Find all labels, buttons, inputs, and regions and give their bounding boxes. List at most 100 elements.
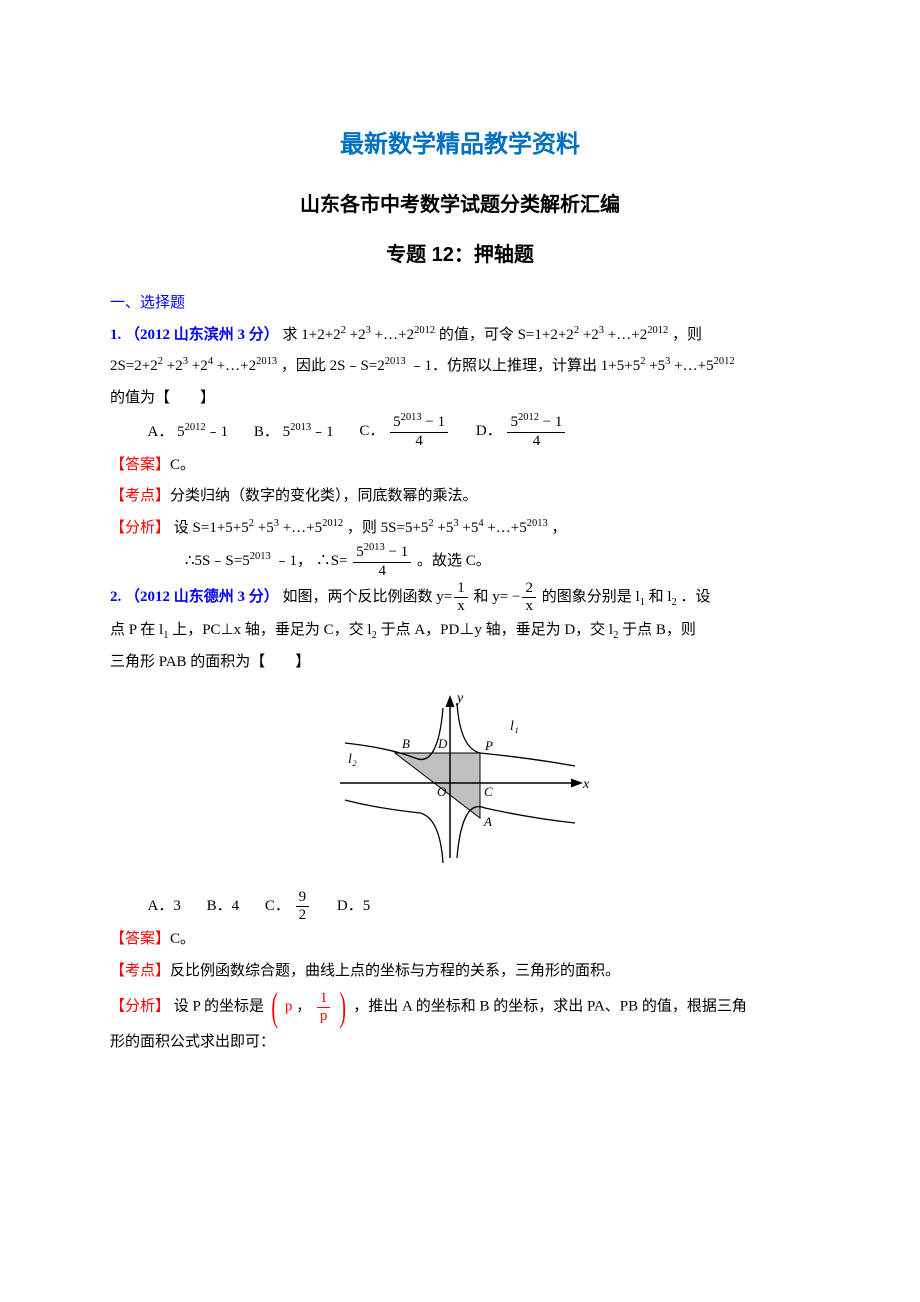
exp: 2013	[385, 356, 406, 367]
q1-src: （2012 山东滨州 3 分）	[125, 327, 279, 343]
text: − 1	[539, 414, 562, 430]
text: − 1	[422, 414, 445, 430]
exp: 3	[599, 325, 604, 336]
exp: 3	[183, 356, 188, 367]
text: +…+2	[608, 327, 647, 343]
text: ﹣1	[206, 424, 229, 440]
exp: 2013	[527, 518, 548, 529]
exp: 2	[341, 325, 346, 336]
q1-topic: 【考点】分类归纳（数字的变化类），同底数幂的乘法。	[110, 481, 810, 513]
label-x: x	[582, 777, 590, 792]
q2-opt-c: C． 9 2	[265, 889, 311, 925]
text: 5	[393, 414, 401, 430]
q1-num: 1.	[110, 327, 121, 343]
text: 5	[283, 424, 291, 440]
text: +2	[350, 327, 366, 343]
exp: 2	[249, 518, 254, 529]
label-P: P	[484, 738, 493, 753]
exp: 4	[208, 356, 213, 367]
text: ﹣1．仿照以上推理，计算出 1+5+5	[410, 358, 641, 374]
text: 2S=2+2	[110, 358, 158, 374]
exp: 2013	[290, 422, 311, 433]
answer-text: C。	[170, 457, 195, 473]
opt-label: A．	[148, 898, 174, 914]
label-D: D	[437, 736, 448, 751]
text: ∴5S﹣S=5	[185, 554, 250, 570]
text: ，因此 2S﹣S=2	[281, 358, 385, 374]
text: 。故选 C。	[417, 554, 491, 570]
opt-label: C．	[359, 424, 384, 440]
text: y=	[436, 589, 452, 605]
title-main: 最新数学精品教学资料	[110, 120, 810, 170]
fraction: 52013 − 1 4	[390, 414, 448, 450]
opt-label: A．	[148, 424, 174, 440]
label-y: y	[455, 691, 464, 706]
q2-opt-a: A．3	[148, 891, 181, 923]
text: 上，PC⊥x 轴，垂足为 C，交 l	[172, 622, 371, 638]
text: 4	[390, 432, 448, 450]
q2-stem-line2: 点 P 在 l1 上，PC⊥x 轴，垂足为 C，交 l2 于点 A，PD⊥y 轴…	[110, 615, 810, 647]
text: 的值，可令 S=1+2+2	[439, 327, 574, 343]
text: 和 l	[649, 589, 672, 605]
exp: 2013	[250, 552, 271, 563]
text: 4	[353, 562, 411, 580]
text: +5	[462, 520, 478, 536]
text: 于点 B，则	[622, 622, 696, 638]
opt-label: B．	[207, 898, 232, 914]
sub: 2	[613, 630, 618, 641]
text: 如图，两个反比例函数	[283, 589, 437, 605]
text: ，推出 A 的坐标和 B 的坐标，求出 PA、PB 的值，根据三角	[353, 999, 747, 1015]
answer-label: 【答案】	[110, 457, 170, 473]
label-B: B	[402, 736, 410, 751]
text: 3	[173, 898, 181, 914]
sub: 1	[163, 630, 168, 641]
exp: 4	[478, 518, 483, 529]
topic-label: 【考点】	[110, 488, 170, 504]
text: +2	[167, 358, 183, 374]
label-l2: l₂	[348, 752, 357, 767]
text: +5	[258, 520, 274, 536]
topic-text: 分类归纳（数字的变化类），同底数幂的乘法。	[170, 488, 478, 504]
exp: 2013	[256, 356, 277, 367]
fraction: 52012 − 1 4	[507, 414, 565, 450]
q1-stem-line1: 1. （2012 山东滨州 3 分） 求 1+2+22 +23 +…+22012…	[110, 320, 810, 352]
exp: 3	[366, 325, 371, 336]
text: +…+2	[217, 358, 256, 374]
exp: 3	[274, 518, 279, 529]
exp: 2012	[322, 518, 343, 529]
text: +5	[649, 358, 665, 374]
opt-label: C．	[265, 898, 290, 914]
fraction: 1 p	[317, 990, 331, 1026]
q1-opt-b: B． 52013﹣1	[254, 417, 334, 449]
section-heading: 一、选择题	[110, 288, 810, 320]
exp: 2012	[185, 422, 206, 433]
rparen-icon: )	[339, 987, 346, 1027]
q1-stem-line3: 的值为【 】	[110, 383, 810, 415]
text: ，则 5S=5+5	[347, 520, 429, 536]
analysis-label: 【分析】	[110, 520, 170, 536]
exp: 2	[428, 518, 433, 529]
exp: 2012	[518, 412, 539, 423]
opt-label: B．	[254, 424, 279, 440]
exp: 2	[574, 325, 579, 336]
opt-label: D．	[337, 898, 363, 914]
text: 设 S=1+5+5	[174, 520, 249, 536]
text: 点 P 在 l	[110, 622, 163, 638]
q2-src: （2012 山东德州 3 分）	[125, 589, 279, 605]
text: ，	[296, 999, 311, 1015]
q2-opt-b: B．4	[207, 891, 240, 923]
text: +5	[437, 520, 453, 536]
label-C: C	[484, 784, 493, 799]
fraction: 2x	[522, 580, 536, 616]
text: 2	[296, 906, 310, 924]
q1-stem-line2: 2S=2+22 +23 +24 +…+22013 ，因此 2S﹣S=22013 …	[110, 351, 810, 383]
exp: 2013	[364, 542, 385, 553]
text: − 1	[385, 544, 408, 560]
label-l1: l₁	[510, 719, 519, 734]
fraction: 1x	[454, 580, 468, 616]
text: 9	[296, 889, 310, 906]
text: 的图象分别是 l	[542, 589, 640, 605]
text: ﹣1，	[274, 554, 312, 570]
text: 1	[454, 580, 468, 597]
text: 设 P 的坐标是	[174, 999, 264, 1015]
